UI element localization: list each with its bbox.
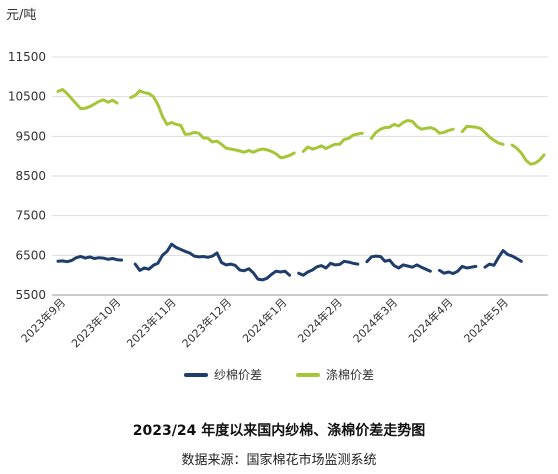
legend-item-yarn: 纱棉价差 bbox=[183, 366, 262, 383]
y-tick-label: 11500 bbox=[8, 50, 46, 64]
x-tick-label: 2024年2月 bbox=[295, 295, 345, 345]
series-line-yarn bbox=[483, 249, 523, 269]
y-tick-label: 6500 bbox=[15, 248, 46, 262]
series-line-poly bbox=[56, 88, 119, 111]
series-line-yarn bbox=[56, 255, 124, 264]
x-tick-label: 2024年3月 bbox=[350, 295, 400, 345]
series-line-poly bbox=[510, 143, 546, 166]
legend-item-poly: 涤棉价差 bbox=[296, 366, 374, 383]
legend-swatch-yarn bbox=[183, 372, 208, 377]
legend-label-yarn: 纱棉价差 bbox=[213, 368, 262, 382]
legend-label-poly: 涤棉价差 bbox=[326, 368, 375, 382]
x-tick-label: 2024年1月 bbox=[239, 295, 289, 345]
x-tick-label: 2023年11月 bbox=[124, 295, 179, 350]
x-tick-label: 2024年5月 bbox=[461, 295, 511, 345]
series-line-poly bbox=[129, 89, 296, 160]
y-tick-label: 10500 bbox=[8, 90, 46, 104]
x-tick-label: 2023年10月 bbox=[68, 295, 123, 350]
series-line-poly bbox=[301, 131, 364, 153]
series-lines bbox=[56, 88, 546, 282]
x-tick-label: 2023年9月 bbox=[18, 295, 68, 345]
series-line-poly bbox=[369, 119, 455, 140]
chart-title: 2023/24 年度以来国内纱棉、涤棉价差走势图 bbox=[132, 423, 426, 439]
y-tick-label: 8500 bbox=[15, 169, 46, 183]
grid-lines bbox=[52, 56, 548, 296]
y-tick-label: 9500 bbox=[15, 129, 46, 143]
series-line-yarn bbox=[297, 259, 360, 277]
series-line-yarn bbox=[133, 242, 292, 282]
legend: 纱棉价差 涤棉价差 bbox=[0, 366, 558, 383]
series-line-yarn bbox=[438, 264, 478, 276]
chart-source: 数据来源：国家棉花市场监测系统 bbox=[181, 453, 377, 468]
series-line-yarn bbox=[365, 254, 432, 273]
y-tick-label: 5500 bbox=[15, 288, 46, 302]
x-tick-label: 2023年12月 bbox=[179, 295, 234, 350]
series-line-poly bbox=[460, 124, 505, 146]
x-tick-labels: 2023年9月 2023年10月 2023年11月 2023年12月 2024年1月 20… bbox=[18, 295, 511, 350]
x-tick-label: 2024年4月 bbox=[405, 295, 455, 345]
y-axis-unit-label: 元/吨 bbox=[6, 8, 37, 23]
y-tick-label: 7500 bbox=[15, 209, 46, 223]
legend-swatch-poly bbox=[296, 372, 320, 377]
y-tick-labels: 5500 6500 7500 8500 9500 10500 11500 bbox=[8, 50, 46, 302]
